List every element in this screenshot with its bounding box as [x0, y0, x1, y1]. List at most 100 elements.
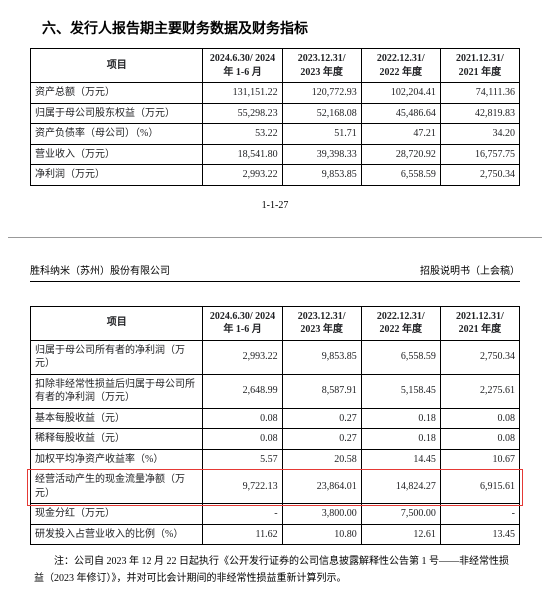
table-row: 归属于母公司股东权益（万元）55,298.2352,168.0845,486.6…	[31, 103, 520, 124]
cell-value: 9,722.13	[203, 470, 282, 504]
cell-value: 39,398.33	[282, 144, 361, 165]
cell-value: 11.62	[203, 524, 282, 545]
page-divider	[8, 237, 542, 238]
cell-value: 120,772.93	[282, 83, 361, 104]
financial-table-1: 项目 2024.6.30/ 2024 年 1-6 月 2023.12.31/ 2…	[30, 48, 520, 186]
cell-value: 0.08	[440, 429, 519, 450]
col-p3: 2022.12.31/ 2022 年度	[361, 49, 440, 83]
row-label: 资产总额（万元）	[31, 83, 203, 104]
cell-value: 2,648.99	[203, 374, 282, 408]
cell-value: 131,151.22	[203, 83, 282, 104]
cell-value: 0.08	[203, 429, 282, 450]
page-number: 1-1-27	[30, 200, 520, 211]
row-label: 加权平均净资产收益率（%）	[31, 449, 203, 470]
cell-value: 16,757.75	[440, 144, 519, 165]
cell-value: 10.67	[440, 449, 519, 470]
row-label: 经营活动产生的现金流量净额（万元）	[31, 470, 203, 504]
row-label: 资产负债率（母公司）（%）	[31, 124, 203, 145]
col-p4: 2021.12.31/ 2021 年度	[440, 49, 519, 83]
cell-value: 42,819.83	[440, 103, 519, 124]
page2-header-rule	[30, 281, 520, 282]
cell-value: 51.71	[282, 124, 361, 145]
row-label: 基本每股收益（元）	[31, 408, 203, 429]
cell-value: 8,587.91	[282, 374, 361, 408]
table1-header-row: 项目 2024.6.30/ 2024 年 1-6 月 2023.12.31/ 2…	[31, 49, 520, 83]
col-p1: 2024.6.30/ 2024 年 1-6 月	[203, 49, 282, 83]
page2: 胜科纳米（苏州）股份有限公司 招股说明书（上会稿） 项目 2024.6.30/ …	[0, 262, 550, 588]
col-item-header: 项目	[31, 306, 203, 340]
table-row: 研发投入占营业收入的比例（%）11.6210.8012.6113.45	[31, 524, 520, 545]
cell-value: 55,298.23	[203, 103, 282, 124]
cell-value: 74,111.36	[440, 83, 519, 104]
table-row: 稀释每股收益（元）0.080.270.180.08	[31, 429, 520, 450]
cell-value: 2,275.61	[440, 374, 519, 408]
cell-value: 20.58	[282, 449, 361, 470]
table-row: 加权平均净资产收益率（%）5.5720.5814.4510.67	[31, 449, 520, 470]
table-row: 营业收入（万元）18,541.8039,398.3328,720.9216,75…	[31, 144, 520, 165]
table-row: 资产负债率（母公司）（%）53.2251.7147.2134.20	[31, 124, 520, 145]
cell-value: 0.18	[361, 429, 440, 450]
cell-value: 6,558.59	[361, 340, 440, 374]
section-title: 六、发行人报告期主要财务数据及财务指标	[42, 18, 520, 38]
cell-value: 23,864.01	[282, 470, 361, 504]
table1-wrap: 项目 2024.6.30/ 2024 年 1-6 月 2023.12.31/ 2…	[30, 48, 520, 186]
row-label: 营业收入（万元）	[31, 144, 203, 165]
col-p3: 2022.12.31/ 2022 年度	[361, 306, 440, 340]
cell-value: 14,824.27	[361, 470, 440, 504]
cell-value: 12.61	[361, 524, 440, 545]
cell-value: 18,541.80	[203, 144, 282, 165]
company-name: 胜科纳米（苏州）股份有限公司	[30, 262, 170, 277]
cell-value: 14.45	[361, 449, 440, 470]
table-row: 经营活动产生的现金流量净额（万元）9,722.1323,864.0114,824…	[31, 470, 520, 504]
financial-table-2: 项目 2024.6.30/ 2024 年 1-6 月 2023.12.31/ 2…	[30, 306, 520, 546]
table-row: 现金分红（万元）-3,800.007,500.00-	[31, 504, 520, 525]
cell-value: 45,486.64	[361, 103, 440, 124]
cell-value: 9,853.85	[282, 165, 361, 186]
cell-value: 47.21	[361, 124, 440, 145]
cell-value: 2,993.22	[203, 340, 282, 374]
cell-value: 0.27	[282, 408, 361, 429]
cell-value: 53.22	[203, 124, 282, 145]
row-label: 净利润（万元）	[31, 165, 203, 186]
table-row: 扣除非经常性损益后归属于母公司所有者的净利润（万元）2,648.998,587.…	[31, 374, 520, 408]
cell-value: 52,168.08	[282, 103, 361, 124]
table-row: 归属于母公司所有者的净利润（万元）2,993.229,853.856,558.5…	[31, 340, 520, 374]
col-p1: 2024.6.30/ 2024 年 1-6 月	[203, 306, 282, 340]
row-label: 扣除非经常性损益后归属于母公司所有者的净利润（万元）	[31, 374, 203, 408]
cell-value: 2,750.34	[440, 340, 519, 374]
row-label: 归属于母公司股东权益（万元）	[31, 103, 203, 124]
page2-header-line: 胜科纳米（苏州）股份有限公司 招股说明书（上会稿）	[30, 262, 520, 277]
cell-value: 9,853.85	[282, 340, 361, 374]
cell-value: 0.18	[361, 408, 440, 429]
cell-value: 13.45	[440, 524, 519, 545]
table-row: 净利润（万元）2,993.229,853.856,558.592,750.34	[31, 165, 520, 186]
cell-value: -	[440, 504, 519, 525]
cell-value: 0.08	[203, 408, 282, 429]
row-label: 研发投入占营业收入的比例（%）	[31, 524, 203, 545]
table-row: 资产总额（万元）131,151.22120,772.93102,204.4174…	[31, 83, 520, 104]
cell-value: 10.80	[282, 524, 361, 545]
table2-header-row: 项目 2024.6.30/ 2024 年 1-6 月 2023.12.31/ 2…	[31, 306, 520, 340]
col-p4: 2021.12.31/ 2021 年度	[440, 306, 519, 340]
cell-value: 102,204.41	[361, 83, 440, 104]
cell-value: 0.27	[282, 429, 361, 450]
cell-value: 2,993.22	[203, 165, 282, 186]
cell-value: 3,800.00	[282, 504, 361, 525]
cell-value: 6,558.59	[361, 165, 440, 186]
cell-value: 34.20	[440, 124, 519, 145]
cell-value: 7,500.00	[361, 504, 440, 525]
row-label: 归属于母公司所有者的净利润（万元）	[31, 340, 203, 374]
cell-value: 5.57	[203, 449, 282, 470]
cell-value: 0.08	[440, 408, 519, 429]
doc-title: 招股说明书（上会稿）	[420, 262, 520, 277]
page1: 六、发行人报告期主要财务数据及财务指标 项目 2024.6.30/ 2024 年…	[0, 0, 550, 237]
cell-value: 28,720.92	[361, 144, 440, 165]
table-row: 基本每股收益（元）0.080.270.180.08	[31, 408, 520, 429]
col-item-header: 项目	[31, 49, 203, 83]
cell-value: 5,158.45	[361, 374, 440, 408]
cell-value: 2,750.34	[440, 165, 519, 186]
table2-wrap: 项目 2024.6.30/ 2024 年 1-6 月 2023.12.31/ 2…	[30, 306, 520, 546]
row-label: 现金分红（万元）	[31, 504, 203, 525]
col-p2: 2023.12.31/ 2023 年度	[282, 49, 361, 83]
row-label: 稀释每股收益（元）	[31, 429, 203, 450]
